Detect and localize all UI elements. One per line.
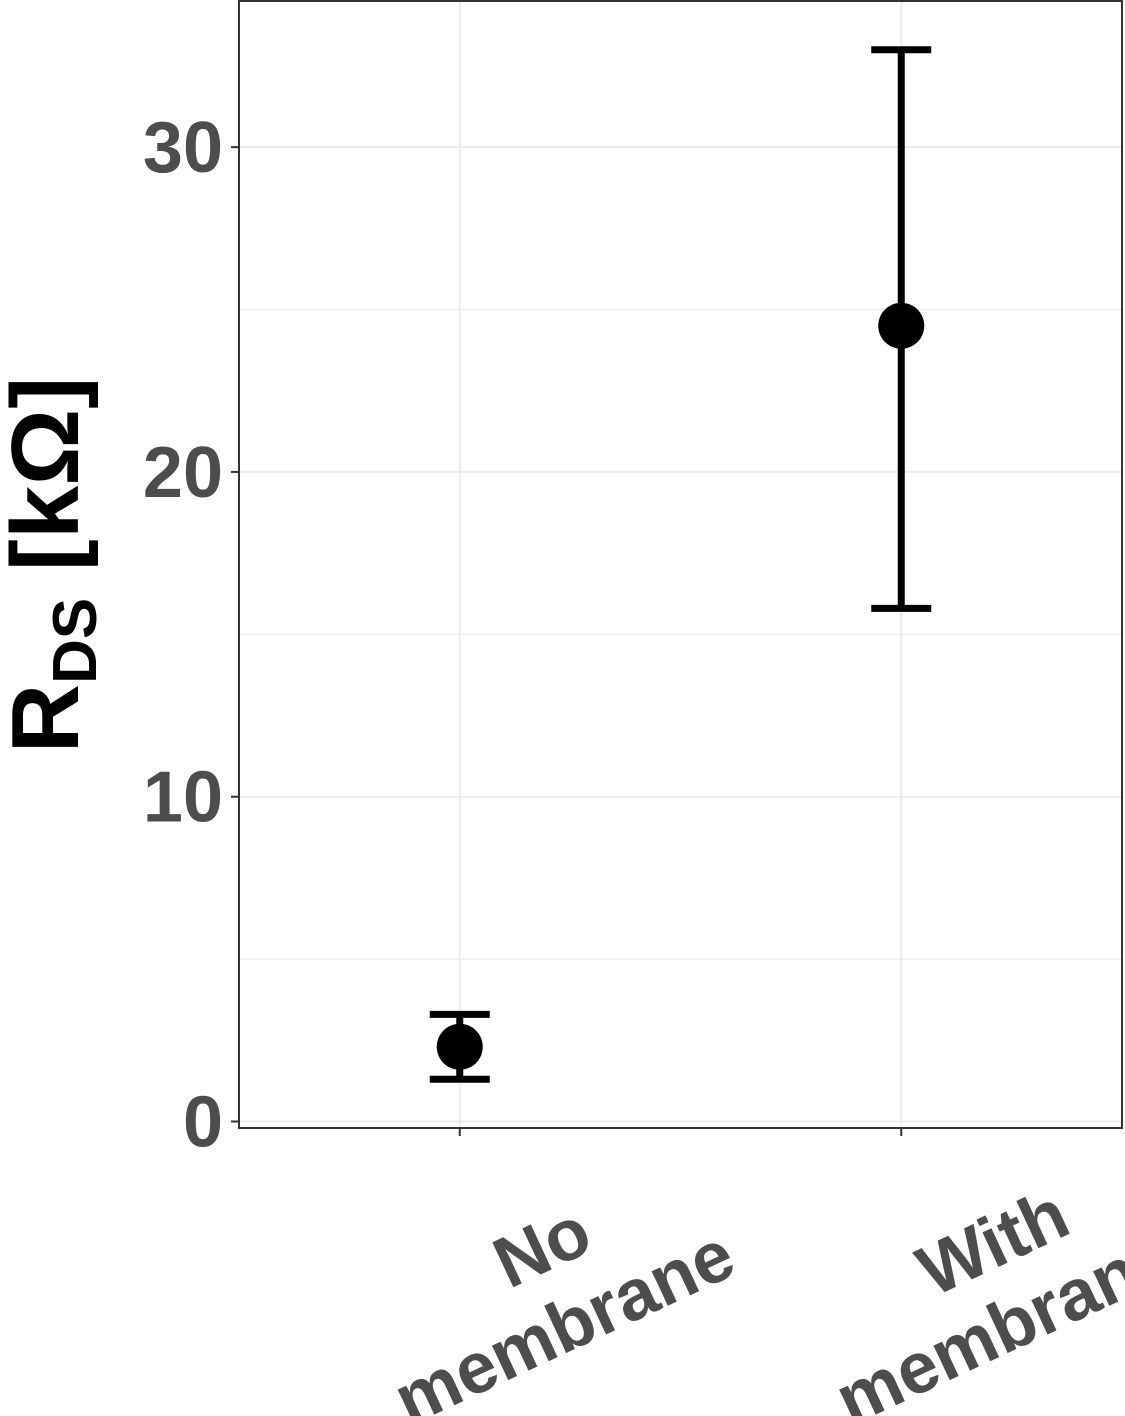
grid-layer (239, 1, 1122, 1128)
y-axis-title-subscript: DS (41, 598, 110, 684)
data-layer (429, 46, 932, 1083)
y-tick-label: 0 (183, 1083, 223, 1163)
x-axis: Nomembrane Withmembrane (348, 1128, 1125, 1416)
y-axis: 0 10 20 30 (143, 108, 239, 1163)
x-tick-label: Withmembrane (789, 1140, 1125, 1416)
y-tick-label: 30 (143, 108, 223, 188)
y-tick-label: 10 (143, 758, 223, 838)
panel-border (238, 0, 1123, 1129)
y-axis-title-main: R (0, 684, 99, 753)
y-axis-title-unit: [kΩ] (0, 377, 99, 598)
data-point (878, 302, 925, 349)
x-tick-label: Nomembrane (348, 1140, 747, 1416)
y-axis-title: RDS [kΩ] (0, 377, 110, 753)
data-point (436, 1023, 483, 1070)
y-tick-label: 20 (143, 433, 223, 513)
